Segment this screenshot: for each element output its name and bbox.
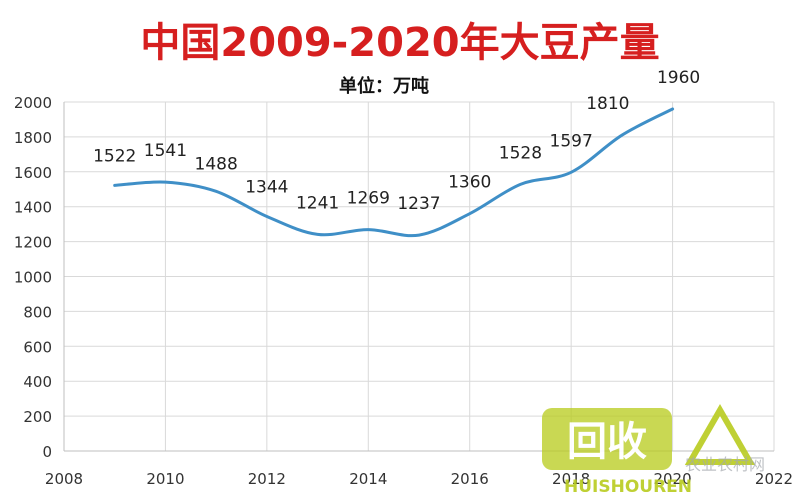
series-group [113, 107, 675, 238]
watermark-site-text: 农业农村网 [685, 455, 765, 474]
y-tick-label: 1800 [14, 129, 52, 147]
data-label: 1269 [347, 189, 390, 209]
y-tick-label: 1600 [14, 164, 52, 182]
data-label: 1488 [195, 154, 238, 174]
y-tick-label: 0 [42, 443, 52, 461]
watermark-brand-text: HUISHOUREN [564, 477, 692, 497]
chart-subtitle: 单位：万吨 [339, 75, 429, 97]
x-tick-label: 2018 [552, 470, 590, 488]
x-axis-ticks: 2008 2010 2012 2014 2016 2018 2020 2022 [45, 470, 793, 488]
data-label: 1237 [397, 194, 440, 214]
x-tick-label: 2022 [755, 470, 793, 488]
x-tick-label: 2008 [45, 470, 83, 488]
series-line [113, 107, 675, 238]
y-tick-label: 800 [23, 303, 52, 321]
y-tick-label: 400 [23, 373, 52, 391]
chart-title: 中国2009-2020年大豆产量 [140, 20, 659, 66]
x-tick-label: 2014 [349, 470, 387, 488]
data-label: 1810 [586, 94, 629, 114]
y-tick-label: 1400 [14, 199, 52, 217]
data-labels: 1522 1541 1488 1344 1241 1269 1237 1360 1528 1597… [93, 68, 700, 214]
y-tick-label: 1200 [14, 234, 52, 252]
watermark: 回收 HUISHOUREN 农业农村网 [542, 403, 765, 497]
y-tick-label: 200 [23, 408, 52, 426]
y-tick-label: 1000 [14, 269, 52, 287]
data-label: 1960 [657, 68, 700, 88]
gridlines [64, 101, 775, 451]
y-axis-ticks: 0 200 400 600 800 1000 1200 1400 1600 1800 2000 [14, 94, 52, 461]
data-label: 1241 [296, 193, 339, 213]
data-label: 1360 [448, 173, 491, 193]
data-label: 1344 [245, 177, 288, 197]
x-tick-label: 2020 [653, 470, 691, 488]
data-label: 1528 [499, 143, 542, 163]
x-tick-label: 2016 [451, 470, 489, 488]
data-label: 1522 [93, 146, 136, 166]
watermark-logo-box [542, 408, 672, 470]
y-tick-label: 600 [23, 338, 52, 356]
data-label: 1541 [144, 141, 187, 161]
data-label: 1597 [550, 131, 593, 151]
x-tick-label: 2012 [248, 470, 286, 488]
x-tick-label: 2010 [146, 470, 184, 488]
watermark-tree-icon [684, 403, 756, 465]
y-tick-label: 2000 [14, 94, 52, 112]
watermark-logo-text: 回收 [567, 419, 647, 465]
